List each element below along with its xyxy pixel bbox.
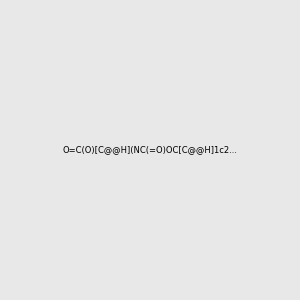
Text: O=C(O)[C@@H](NC(=O)OC[C@@H]1c2...: O=C(O)[C@@H](NC(=O)OC[C@@H]1c2... xyxy=(62,146,238,154)
